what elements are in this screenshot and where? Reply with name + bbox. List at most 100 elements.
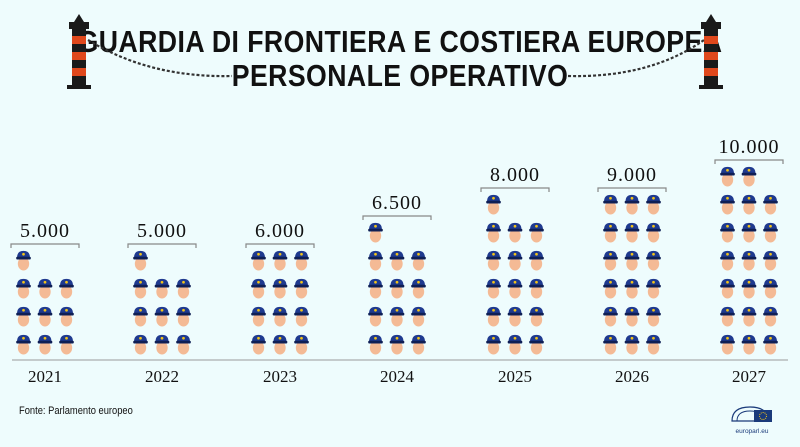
officer-icon [741,166,757,187]
officer-icon [720,166,735,187]
officer-icon [720,194,735,215]
bar-2023: 6.000 2023 [245,220,315,386]
officer-icon [486,278,501,299]
border-post-icon [67,14,91,89]
officer-icon [154,334,170,355]
officer-icon [154,278,170,299]
title-line-1: GUARDIA DI FRONTIERA E COSTIERA EUROPEA [77,24,723,59]
officer-icon [251,278,266,299]
officer-icon [37,306,53,327]
officer-icon [741,278,757,299]
value-bracket [714,159,784,164]
officer-icon [368,306,383,327]
officer-icon [507,250,523,271]
year-label-2026: 2026 [615,367,649,386]
officer-icon [486,250,501,271]
bar-2022: 5.000 2022 [127,220,197,386]
officer-icon [251,306,266,327]
value-bracket [245,243,315,248]
officer-icon [37,278,53,299]
officer-icon [59,306,74,327]
bars-group: 5.000 2021 5.000 2022 6.000 2023 6.500 2024 8.00… [10,136,784,386]
officer-icon [272,306,288,327]
officer-icon [272,250,288,271]
officer-icon [507,306,523,327]
title-line-2: PERSONALE OPERATIVO [231,58,569,93]
officer-icon [603,306,618,327]
officer-icon [720,334,735,355]
officer-icon [720,278,735,299]
officer-icon [16,334,31,355]
officer-icon [603,278,618,299]
officer-icon [646,222,661,243]
officer-icon [720,250,735,271]
officer-icon [251,250,266,271]
officer-icon [389,278,405,299]
officer-icon [763,222,778,243]
officer-icon [646,194,661,215]
value-label-2025: 8.000 [490,164,540,186]
officer-icon [763,306,778,327]
officer-icon [389,250,405,271]
officer-icon [603,334,618,355]
officer-icon [624,278,640,299]
bar-2026: 9.000 2026 [597,164,667,386]
officer-icon [507,222,523,243]
officer-icon [624,334,640,355]
officer-icon [529,278,544,299]
officer-icon [389,306,405,327]
officer-icon [741,194,757,215]
officer-icon [294,306,309,327]
brand-label: europarl.eu [735,428,769,435]
officer-icon [507,278,523,299]
year-label-2023: 2023 [263,367,297,386]
officer-icon [720,222,735,243]
officer-icon [133,250,148,271]
officer-icon [486,334,501,355]
officer-icon [176,306,191,327]
officer-icon [411,334,426,355]
officer-icon [133,306,148,327]
officer-icon [133,334,148,355]
officer-icon [529,306,544,327]
officer-icon [763,250,778,271]
officer-icon [272,334,288,355]
year-label-2027: 2027 [732,367,767,386]
officer-icon [603,194,618,215]
value-bracket [127,243,197,248]
value-bracket [597,187,667,192]
value-label-2027: 10.000 [719,136,780,158]
bar-2021: 5.000 2021 [10,220,80,386]
officer-icon [529,222,544,243]
border-chain-icon [567,39,705,78]
officer-icon [16,278,31,299]
officer-icon [16,306,31,327]
year-label-2024: 2024 [380,367,415,386]
officer-icon [741,334,757,355]
officer-icon [16,250,31,271]
officer-icon [368,250,383,271]
value-label-2024: 6.500 [372,192,422,214]
officer-icon [720,306,735,327]
officer-icon [603,250,618,271]
officer-icon [741,306,757,327]
border-post-icon [699,14,723,89]
value-label-2023: 6.000 [255,220,305,242]
officer-icon [59,334,74,355]
border-chain-icon [87,39,233,78]
officer-icon [529,334,544,355]
officer-icon [603,222,618,243]
officer-icon [37,334,53,355]
officer-icon [646,306,661,327]
officer-icon [368,334,383,355]
officer-icon [624,194,640,215]
officer-icon [763,334,778,355]
officer-icon [763,194,778,215]
officer-icon [646,250,661,271]
value-label-2021: 5.000 [20,220,70,242]
parliament-logo-icon [731,406,772,422]
officer-icon [624,250,640,271]
officer-icon [368,222,383,243]
value-label-2026: 9.000 [607,164,657,186]
